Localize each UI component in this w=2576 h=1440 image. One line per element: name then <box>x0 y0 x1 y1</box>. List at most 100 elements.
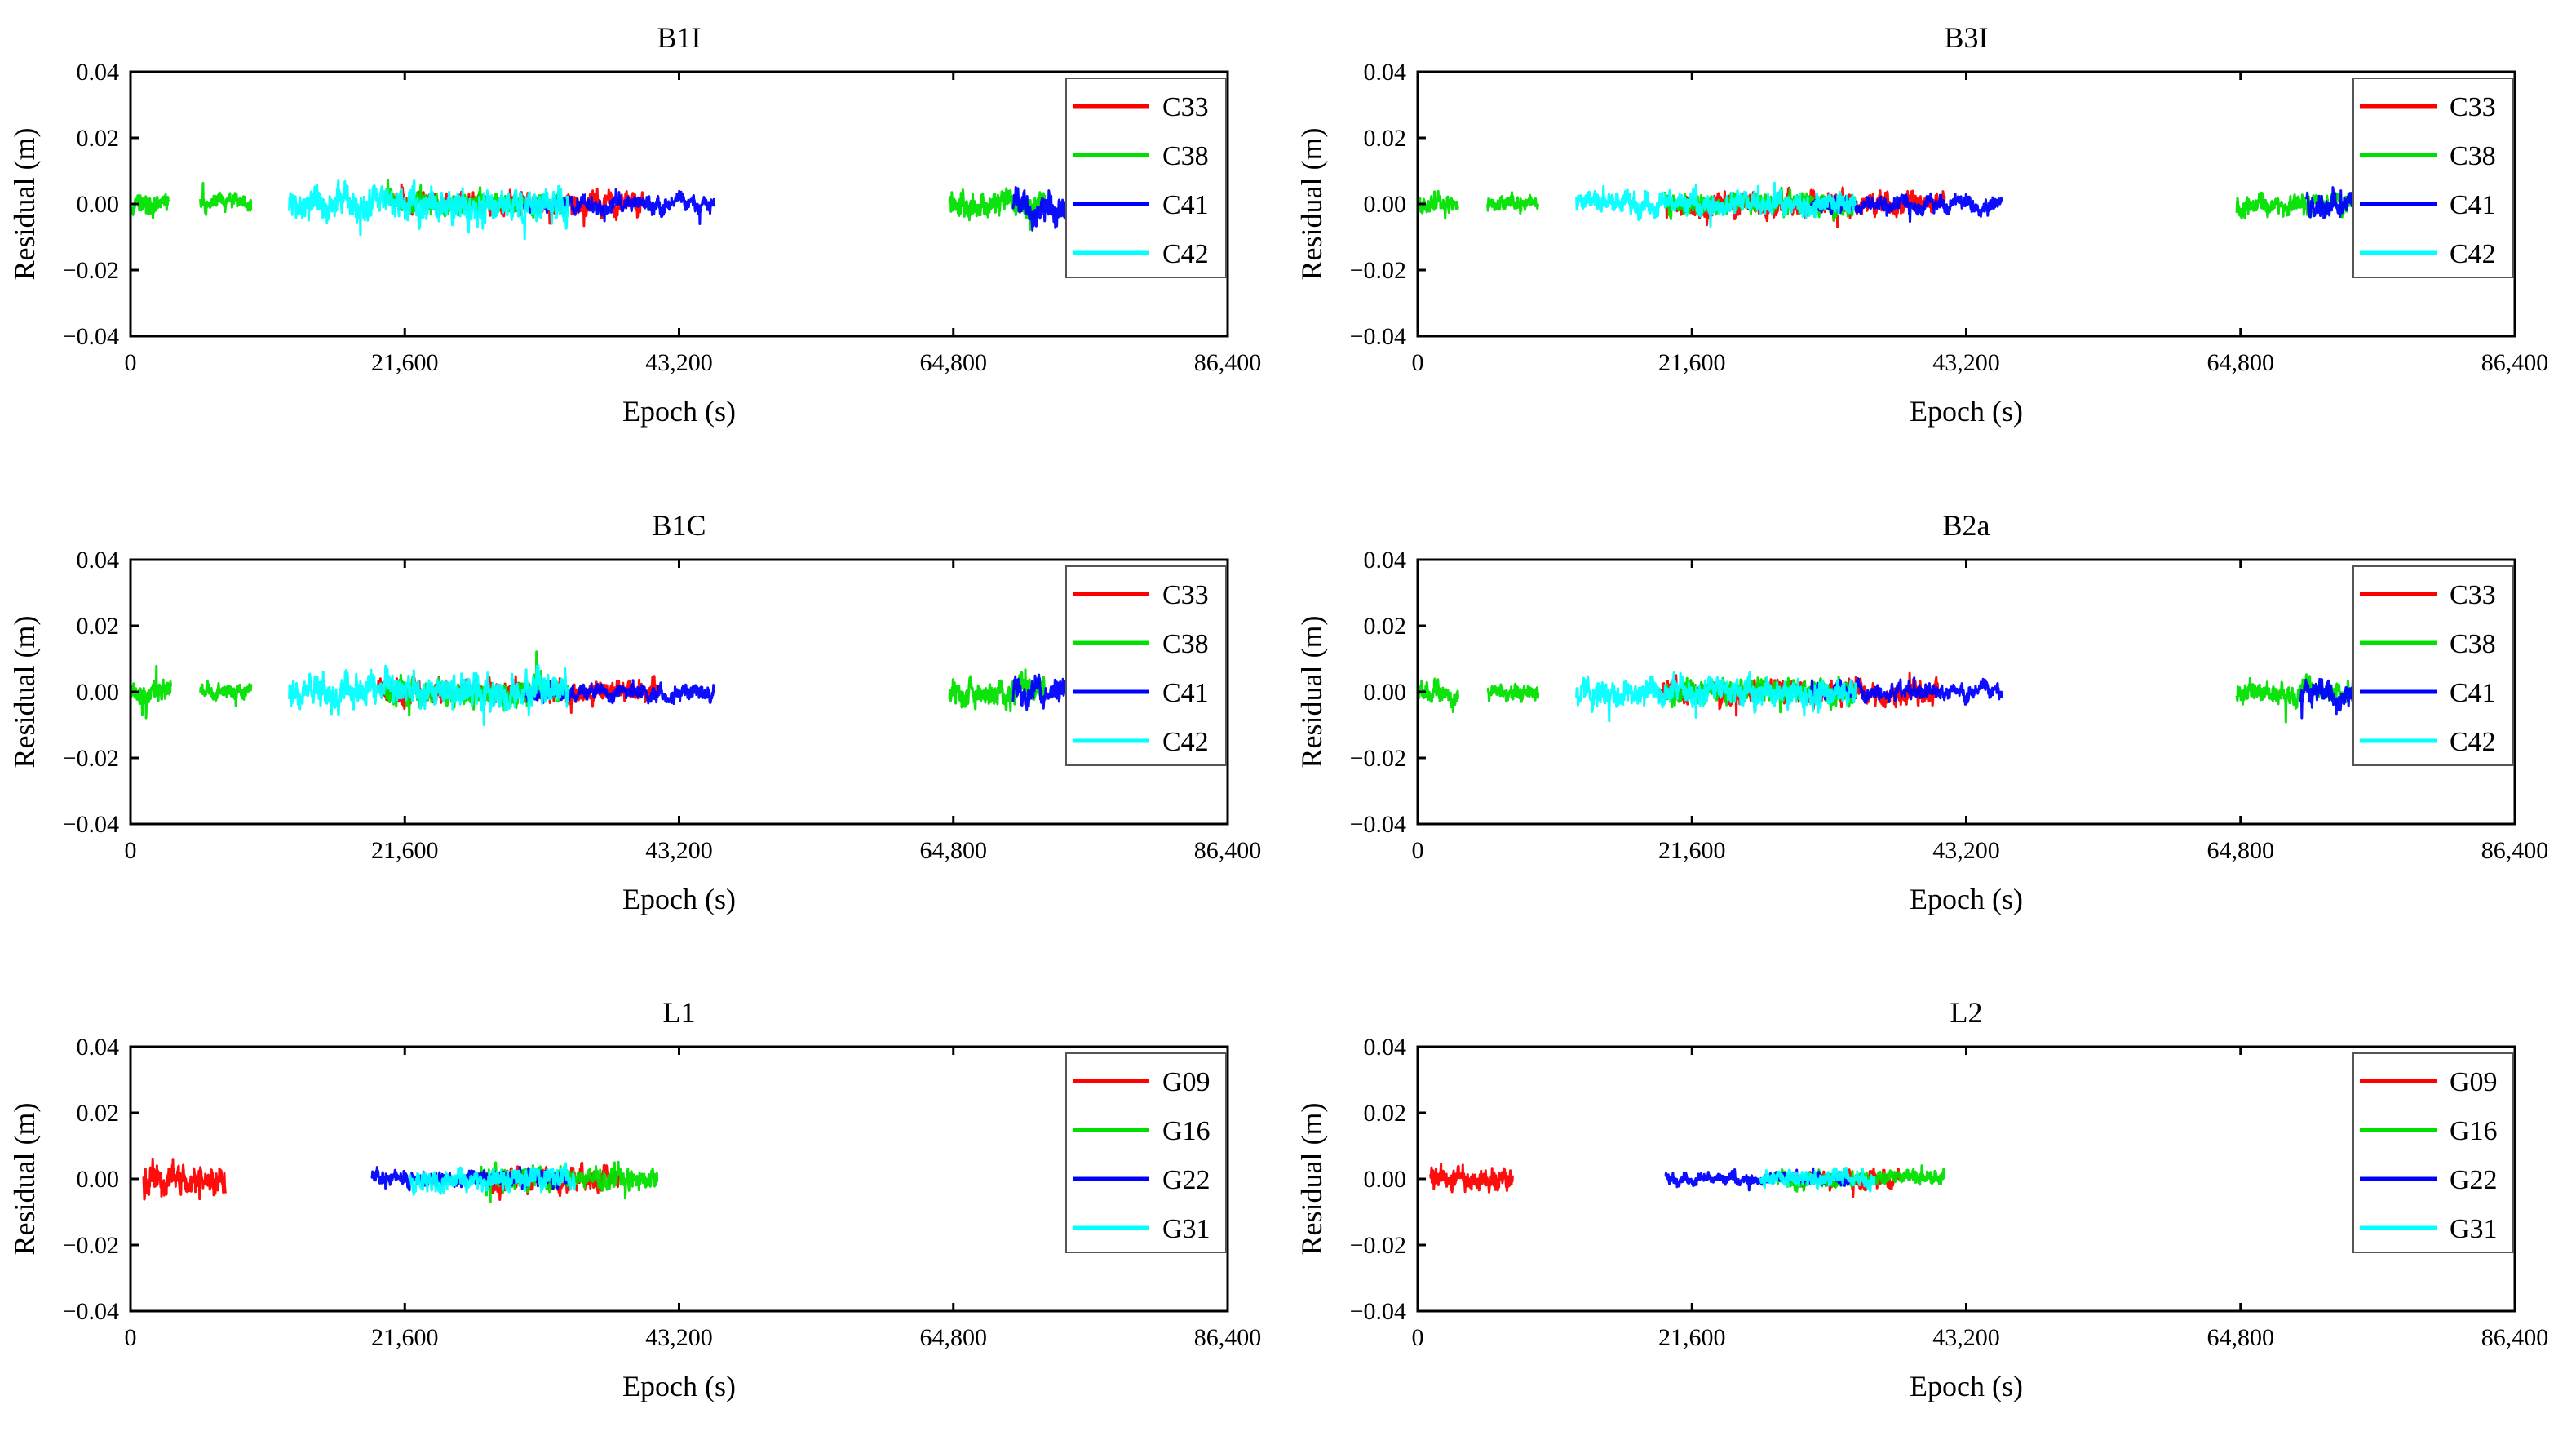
x-tick-label: 43,200 <box>1932 349 2000 376</box>
chart-panel-l1: L1 0 21,600 43,200 64,800 86,400 −0.04 −0.02 0.0… <box>8 996 1261 1402</box>
series-line-g09-seg0 <box>142 1157 227 1201</box>
legend-box <box>2352 565 2514 766</box>
y-tick-label: −0.04 <box>63 811 119 838</box>
legend-label-c33: C33 <box>2450 92 2496 122</box>
chart-panel-b1i: B1I 0 21,600 43,200 64,800 86,400 −0.04 −0.02 0.… <box>8 21 1261 428</box>
y-tick-label: 0.00 <box>77 679 120 706</box>
x-axis-label: Epoch (s) <box>1910 395 2023 428</box>
series-line-c42-seg0 <box>1575 671 1857 723</box>
x-tick-label: 21,600 <box>1658 837 1726 864</box>
plot-data <box>131 650 1129 726</box>
legend-box <box>2352 1052 2514 1253</box>
chart-title: L1 <box>663 996 696 1029</box>
x-tick-label: 64,800 <box>2207 1324 2275 1351</box>
series-line-c38-seg0 <box>131 664 172 720</box>
x-tick-label: 0 <box>1412 837 1424 864</box>
x-tick-label: 43,200 <box>1932 837 2000 864</box>
legend-box <box>1065 1052 1227 1253</box>
y-tick-label: 0.02 <box>77 1100 120 1127</box>
y-tick-label: −0.04 <box>1350 323 1406 350</box>
y-tick-label: −0.04 <box>1350 811 1406 838</box>
x-tick-label: 21,600 <box>371 1324 439 1351</box>
series-line-c42-seg0 <box>288 664 570 726</box>
y-axis-label: Residual (m) <box>1295 128 1328 281</box>
y-tick-label: −0.02 <box>63 1232 119 1259</box>
y-tick-label: −0.02 <box>1350 745 1406 772</box>
y-tick-label: 0.00 <box>77 191 120 218</box>
legend: C33 C38 C41 C42 <box>2352 565 2514 766</box>
x-tick-label: 21,600 <box>371 837 439 864</box>
plot-data <box>131 179 1129 241</box>
legend-box <box>2352 78 2514 278</box>
x-tick-label: 0 <box>1412 349 1424 376</box>
legend-box <box>1065 78 1227 278</box>
plot-frame <box>129 1045 1229 1313</box>
y-axis-label: Residual (m) <box>8 616 41 769</box>
legend-label-c42: C42 <box>1162 239 1209 269</box>
legend-label-c41: C41 <box>1162 190 1209 220</box>
x-axis-label: Epoch (s) <box>622 883 736 915</box>
chart-title: B1I <box>657 21 702 54</box>
legend: C33 C38 C41 C42 <box>2352 78 2514 278</box>
y-tick-label: 0.04 <box>77 59 120 86</box>
x-tick-label: 0 <box>125 349 137 376</box>
series-line-c42-seg0 <box>1575 181 1857 228</box>
legend-label-g09: G09 <box>1162 1067 1211 1097</box>
legend: G09 G16 G22 G31 <box>1065 1052 1227 1253</box>
x-tick-label: 86,400 <box>1194 349 1262 376</box>
x-tick-label: 86,400 <box>1194 1324 1262 1351</box>
y-tick-label: −0.04 <box>1350 1298 1406 1325</box>
legend-label-c41: C41 <box>1162 678 1209 708</box>
x-tick-label: 86,400 <box>1194 837 1262 864</box>
x-tick-label: 0 <box>1412 1324 1424 1351</box>
y-tick-label: 0.02 <box>1364 125 1407 152</box>
series-line-g22-seg0 <box>1664 1167 1851 1192</box>
legend-label-c38: C38 <box>1162 141 1209 171</box>
legend: C33 C38 C41 C42 <box>1065 78 1227 278</box>
y-tick-label: −0.04 <box>63 1298 119 1325</box>
legend-label-c42: C42 <box>2450 239 2496 269</box>
x-axis-label: Epoch (s) <box>622 1370 736 1402</box>
plot-data <box>1418 174 2416 230</box>
chart-title: B1C <box>652 509 706 542</box>
legend-label-c41: C41 <box>2450 190 2496 220</box>
y-axis-label: Residual (m) <box>1295 616 1328 769</box>
y-tick-label: 0.04 <box>77 1034 120 1061</box>
series-line-c38-seg1 <box>1486 682 1540 703</box>
chart-panel-b3i: B3I 0 21,600 43,200 64,800 86,400 −0.04 −0.02 0.… <box>1295 21 2548 428</box>
y-axis-label: Residual (m) <box>1295 1103 1328 1256</box>
legend-label-c33: C33 <box>2450 580 2496 610</box>
legend-label-c42: C42 <box>2450 727 2496 757</box>
y-tick-label: 0.00 <box>77 1166 120 1193</box>
legend-label-c38: C38 <box>1162 629 1209 659</box>
series-line-g09-seg0 <box>1429 1163 1514 1194</box>
legend: C33 C38 C41 C42 <box>1065 565 1227 766</box>
legend-label-g31: G31 <box>2450 1214 2498 1244</box>
y-tick-label: −0.04 <box>63 323 119 350</box>
legend-label-c41: C41 <box>2450 678 2496 708</box>
plot-data <box>1418 670 2416 736</box>
x-tick-label: 64,800 <box>920 349 988 376</box>
legend-label-g16: G16 <box>2450 1116 2498 1146</box>
x-tick-label: 43,200 <box>1932 1324 2000 1351</box>
chart-title: B2a <box>1943 509 1990 542</box>
series-line-c38-seg3 <box>948 668 1047 713</box>
legend-label-c38: C38 <box>2450 629 2496 659</box>
legend-label-c42: C42 <box>1162 727 1209 757</box>
y-tick-label: 0.00 <box>1364 191 1407 218</box>
x-tick-label: 64,800 <box>2207 837 2275 864</box>
x-tick-label: 43,200 <box>645 837 713 864</box>
y-tick-label: 0.02 <box>77 613 120 640</box>
x-tick-label: 86,400 <box>2481 1324 2549 1351</box>
chart-title: B3I <box>1945 21 1989 54</box>
legend-label-g31: G31 <box>1162 1214 1211 1244</box>
y-tick-label: 0.02 <box>1364 613 1407 640</box>
x-tick-label: 64,800 <box>920 837 988 864</box>
y-tick-label: 0.02 <box>77 125 120 152</box>
y-tick-label: −0.02 <box>1350 257 1406 284</box>
x-tick-label: 0 <box>125 1324 137 1351</box>
plot-data <box>142 1157 659 1203</box>
y-tick-label: −0.02 <box>63 257 119 284</box>
